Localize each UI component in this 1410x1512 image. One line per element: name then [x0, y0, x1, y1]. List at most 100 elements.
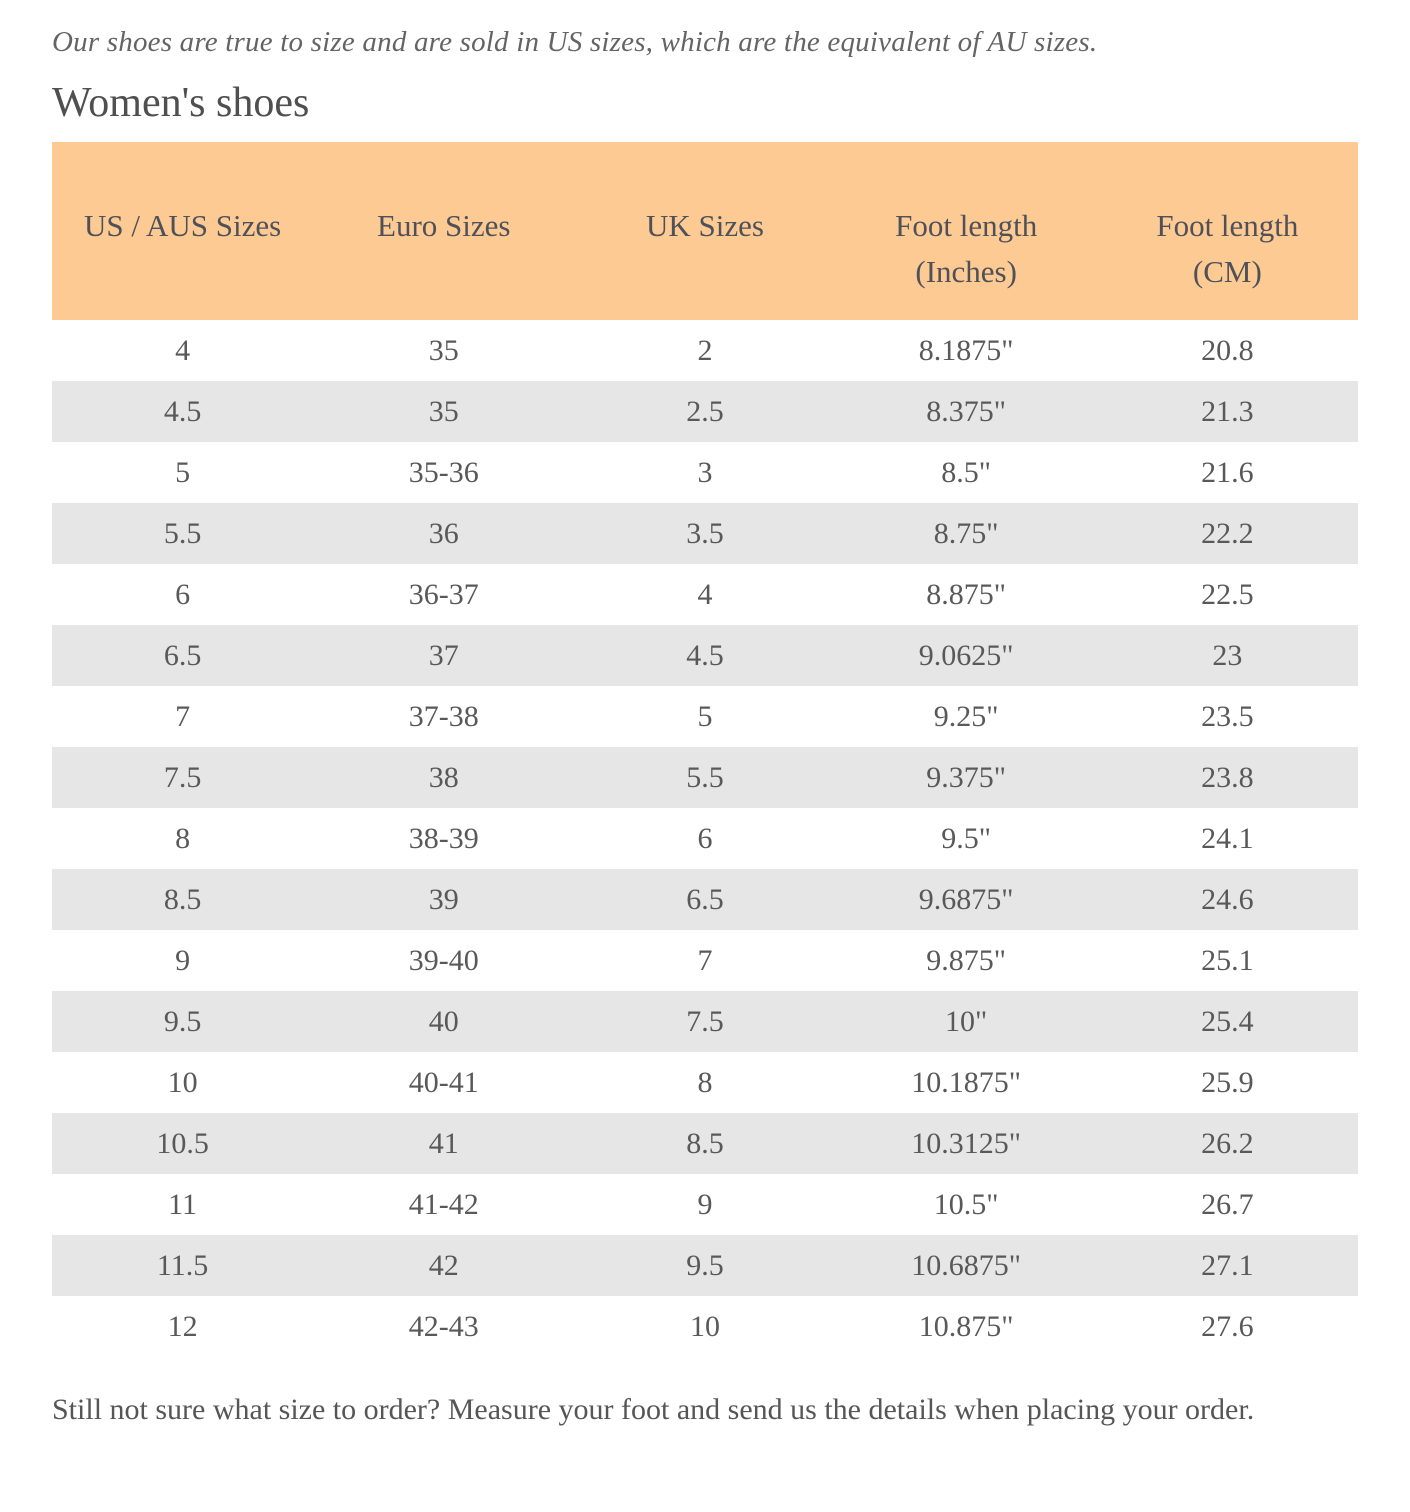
- table-cell: 9.0625": [835, 625, 1097, 686]
- table-cell: 2: [697, 334, 713, 367]
- table-cell: 2.5: [574, 381, 836, 442]
- table-cell: 5.5: [574, 747, 836, 808]
- table-cell: 23.8: [1096, 747, 1358, 808]
- table-cell: 8.5": [941, 456, 992, 489]
- table-cell: 4.5: [52, 381, 314, 442]
- table-cell: 10: [689, 1310, 720, 1343]
- table-cell: 10.1875": [911, 1066, 1022, 1099]
- table-cell: 21.3: [1096, 381, 1358, 442]
- table-row: 6 36-37 4 8.875" 22.5: [52, 564, 1358, 625]
- table-cell: 40-41: [408, 1066, 479, 1099]
- table-cell: 9.5": [941, 822, 992, 855]
- table-cell: 9: [175, 944, 191, 977]
- table-cell: 10: [167, 1066, 198, 1099]
- table-cell: 35: [313, 381, 575, 442]
- table-cell: 26.2: [1096, 1113, 1358, 1174]
- table-cell: 7: [697, 944, 713, 977]
- table-cell: 3: [697, 456, 713, 489]
- table-cell: 8.5: [52, 869, 314, 930]
- womens-shoe-size-table: US / AUS Sizes Euro Sizes UK Sizes Foot len…: [52, 142, 1358, 1357]
- table-cell: 25.4: [1096, 991, 1358, 1052]
- column-header-line1: US / AUS Sizes: [83, 208, 282, 243]
- table-cell: 6: [697, 822, 713, 855]
- table-cell: 35-36: [408, 456, 479, 489]
- table-cell: 10.6875": [835, 1235, 1097, 1296]
- table-row: 11.5 42 9.5 10.6875" 27.1: [52, 1235, 1358, 1296]
- table-row: 10 40-41 8 10.1875" 25.9: [52, 1052, 1358, 1113]
- table-cell: 27.6: [1201, 1310, 1254, 1343]
- table-cell: 5.5: [52, 503, 314, 564]
- table-cell: 38-39: [408, 822, 479, 855]
- table-cell: 12: [167, 1310, 198, 1343]
- table-row: 5.5 36 3.5 8.75" 22.2: [52, 503, 1358, 564]
- table-cell: 42: [313, 1235, 575, 1296]
- table-row: 5 35-36 3 8.5" 21.6: [52, 442, 1358, 503]
- table-cell: 9.5: [52, 991, 314, 1052]
- table-cell: 22.2: [1096, 503, 1358, 564]
- size-table-header: US / AUS Sizes Euro Sizes UK Sizes Foot len…: [52, 142, 1358, 320]
- table-cell: 8.1875": [918, 334, 1014, 367]
- table-cell: 11: [168, 1188, 198, 1221]
- column-header: Foot length (CM): [1096, 142, 1358, 320]
- table-row: 6.5 37 4.5 9.0625" 23: [52, 625, 1358, 686]
- table-cell: 9.25": [933, 700, 999, 733]
- column-header: US / AUS Sizes: [52, 142, 314, 320]
- table-cell: 8.375": [835, 381, 1097, 442]
- size-table-body: 4 35 2 8.1875" 20.8 4.5 35 2.5 8.375" 21.3 5 35-36 3…: [52, 320, 1358, 1357]
- table-cell: 27.1: [1096, 1235, 1358, 1296]
- column-header-line2: (Inches): [915, 254, 1017, 289]
- table-cell: 23: [1096, 625, 1358, 686]
- table-row: 4.5 35 2.5 8.375" 21.3: [52, 381, 1358, 442]
- table-cell: 10": [835, 991, 1097, 1052]
- table-cell: 7.5: [52, 747, 314, 808]
- table-row: 12 42-43 10 10.875" 27.6: [52, 1296, 1358, 1357]
- table-cell: 41: [313, 1113, 575, 1174]
- table-cell: 4: [697, 578, 713, 611]
- table-cell: 8.75": [835, 503, 1097, 564]
- table-row: 8.5 39 6.5 9.6875" 24.6: [52, 869, 1358, 930]
- table-cell: 8: [175, 822, 191, 855]
- sizing-intro-text: Our shoes are true to size and are sold …: [52, 26, 1098, 58]
- table-cell: 20.8: [1201, 334, 1254, 367]
- table-cell: 24.1: [1201, 822, 1254, 855]
- table-row: 4 35 2 8.1875" 20.8: [52, 320, 1358, 381]
- table-cell: 25.1: [1201, 944, 1254, 977]
- table-cell: 37-38: [408, 700, 479, 733]
- column-header-line1: UK Sizes: [645, 208, 764, 243]
- table-cell: 42-43: [408, 1310, 479, 1343]
- table-cell: 36: [313, 503, 575, 564]
- table-cell: 6.5: [52, 625, 314, 686]
- table-cell: 9.375": [835, 747, 1097, 808]
- table-cell: 39-40: [408, 944, 479, 977]
- table-cell: 9.6875": [835, 869, 1097, 930]
- table-row: 7 37-38 5 9.25" 23.5: [52, 686, 1358, 747]
- table-cell: 35: [428, 334, 459, 367]
- table-row: 8 38-39 6 9.5" 24.1: [52, 808, 1358, 869]
- size-table-header-row: US / AUS Sizes Euro Sizes UK Sizes Foot len…: [52, 142, 1358, 320]
- table-cell: 41-42: [408, 1188, 479, 1221]
- table-row: 9 39-40 7 9.875" 25.1: [52, 930, 1358, 991]
- column-header-line1: Euro Sizes: [377, 208, 511, 243]
- table-cell: 8: [697, 1066, 713, 1099]
- table-cell: 7: [175, 700, 191, 733]
- table-cell: 6: [175, 578, 191, 611]
- table-cell: 7.5: [574, 991, 836, 1052]
- table-cell: 39: [313, 869, 575, 930]
- table-cell: 10.5: [52, 1113, 314, 1174]
- table-row: 10.5 41 8.5 10.3125" 26.2: [52, 1113, 1358, 1174]
- table-cell: 23.5: [1201, 700, 1254, 733]
- table-cell: 25.9: [1201, 1066, 1254, 1099]
- column-header-line1: Foot length: [895, 208, 1038, 243]
- table-row: 9.5 40 7.5 10" 25.4: [52, 991, 1358, 1052]
- table-cell: 38: [313, 747, 575, 808]
- table-cell: 9: [697, 1188, 713, 1221]
- table-cell: 36-37: [408, 578, 479, 611]
- table-row: 7.5 38 5.5 9.375" 23.8: [52, 747, 1358, 808]
- table-cell: 4: [175, 334, 191, 367]
- column-header: Euro Sizes: [313, 142, 575, 320]
- measurement-help-text: Still not sure what size to order? Measu…: [52, 1393, 1255, 1426]
- table-cell: 10.875": [918, 1310, 1014, 1343]
- column-header: UK Sizes: [574, 142, 836, 320]
- table-cell: 26.7: [1201, 1188, 1254, 1221]
